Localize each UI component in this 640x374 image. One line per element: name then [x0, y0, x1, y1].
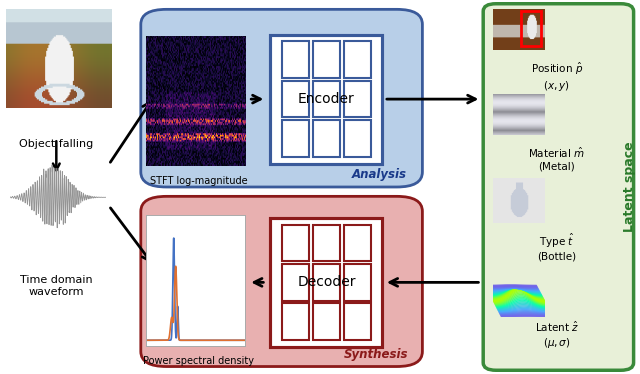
Bar [344, 264, 371, 301]
Text: Analysis: Analysis [351, 168, 406, 181]
Bar [344, 42, 371, 78]
Text: Time domain
waveform: Time domain waveform [20, 275, 93, 297]
Bar [313, 81, 340, 117]
Text: Latent $\hat{z}$
$(\mu, \sigma)$: Latent $\hat{z}$ $(\mu, \sigma)$ [534, 319, 579, 350]
Bar [313, 264, 340, 301]
Bar [344, 81, 371, 117]
Bar [282, 224, 308, 261]
Text: Object falling: Object falling [19, 139, 93, 149]
Text: Latent space: Latent space [623, 142, 636, 232]
Bar [282, 42, 308, 78]
Text: STFT log-magnitude: STFT log-magnitude [150, 177, 247, 186]
Text: Power spectral density: Power spectral density [143, 356, 254, 366]
Bar [282, 303, 308, 340]
Text: Synthesis: Synthesis [344, 348, 408, 361]
Bar [282, 120, 308, 157]
FancyBboxPatch shape [270, 218, 383, 347]
FancyBboxPatch shape [270, 35, 383, 164]
Bar [282, 264, 308, 301]
Bar [282, 81, 308, 117]
FancyBboxPatch shape [141, 196, 422, 367]
Text: Material $\hat{m}$
(Metal): Material $\hat{m}$ (Metal) [529, 146, 585, 172]
Bar [313, 120, 340, 157]
Bar [344, 120, 371, 157]
Bar [313, 303, 340, 340]
Bar [344, 224, 371, 261]
Bar [344, 303, 371, 340]
Text: Type $\hat{t}$
(Bottle): Type $\hat{t}$ (Bottle) [537, 232, 577, 262]
Bar [313, 42, 340, 78]
Text: Decoder: Decoder [297, 275, 356, 289]
Text: Encoder: Encoder [298, 92, 355, 106]
Text: Position $\hat{p}$
$(x, y)$: Position $\hat{p}$ $(x, y)$ [531, 61, 583, 93]
FancyBboxPatch shape [141, 9, 422, 187]
FancyBboxPatch shape [483, 4, 634, 370]
Bar [313, 224, 340, 261]
